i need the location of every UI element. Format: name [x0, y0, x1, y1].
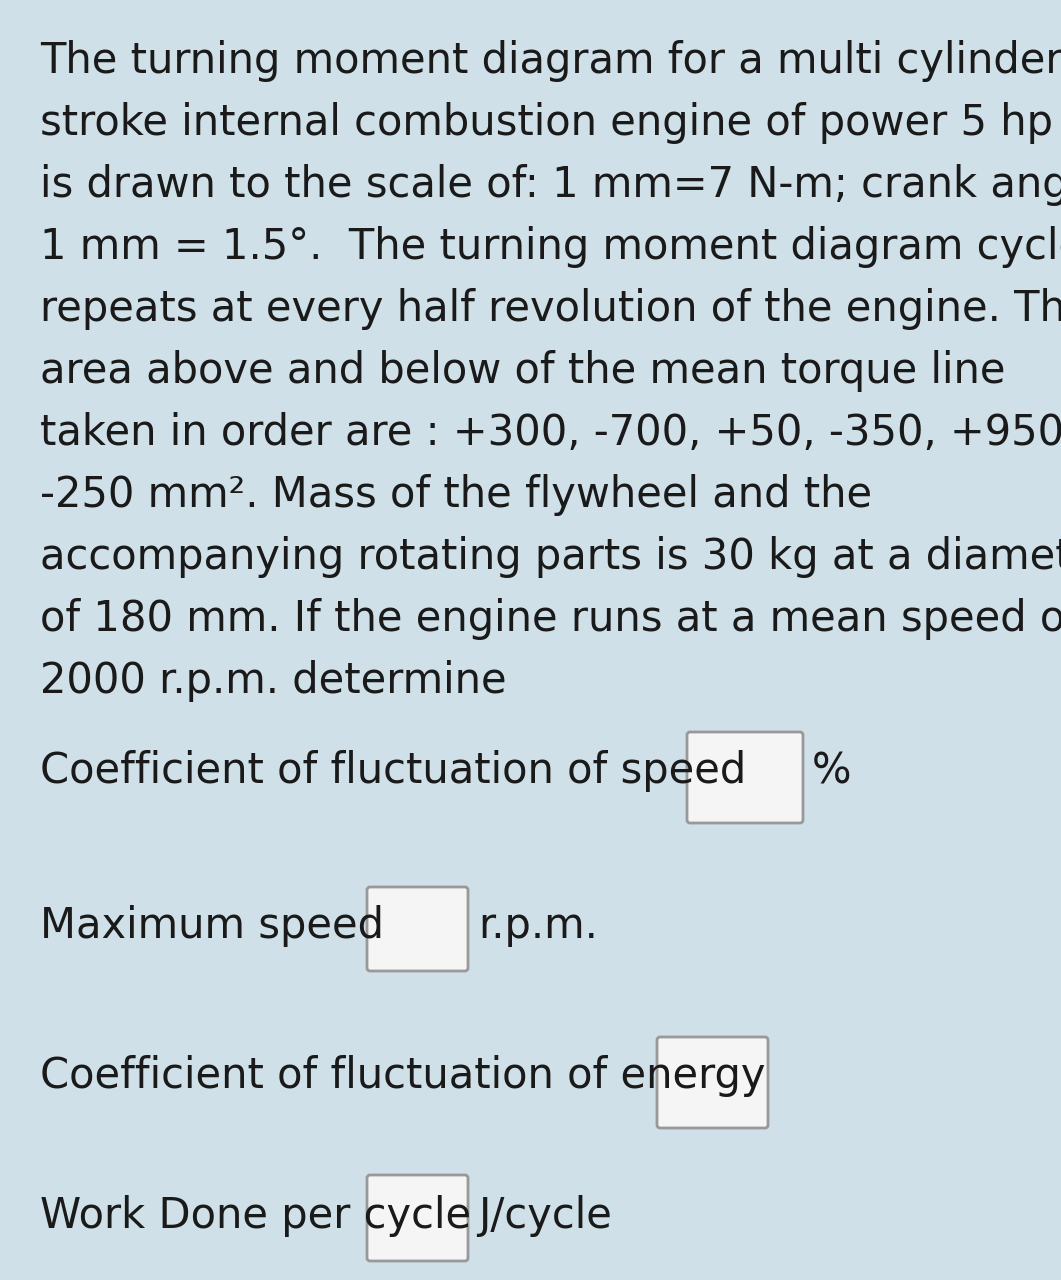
Text: 1 mm = 1.5°.  The turning moment diagram cycle: 1 mm = 1.5°. The turning moment diagram …: [40, 227, 1061, 268]
Text: %: %: [812, 750, 852, 792]
FancyBboxPatch shape: [367, 887, 468, 972]
Text: of 180 mm. If the engine runs at a mean speed of: of 180 mm. If the engine runs at a mean …: [40, 598, 1061, 640]
Text: is drawn to the scale of: 1 mm=7 N-m; crank angle:: is drawn to the scale of: 1 mm=7 N-m; cr…: [40, 164, 1061, 206]
Text: The turning moment diagram for a multi cylinder 4: The turning moment diagram for a multi c…: [40, 40, 1061, 82]
Text: repeats at every half revolution of the engine. The: repeats at every half revolution of the …: [40, 288, 1061, 330]
Text: stroke internal combustion engine of power 5 hp: stroke internal combustion engine of pow…: [40, 102, 1053, 143]
Text: -250 mm². Mass of the flywheel and the: -250 mm². Mass of the flywheel and the: [40, 474, 872, 516]
FancyBboxPatch shape: [367, 1175, 468, 1261]
FancyBboxPatch shape: [688, 732, 803, 823]
Text: J/cycle: J/cycle: [479, 1196, 612, 1236]
Text: 2000 r.p.m. determine: 2000 r.p.m. determine: [40, 660, 506, 701]
Text: r.p.m.: r.p.m.: [479, 905, 598, 947]
Text: Maximum speed: Maximum speed: [40, 905, 384, 947]
Text: Coefficient of fluctuation of speed: Coefficient of fluctuation of speed: [40, 750, 746, 792]
Text: area above and below of the mean torque line: area above and below of the mean torque …: [40, 349, 1006, 392]
Text: Coefficient of fluctuation of energy: Coefficient of fluctuation of energy: [40, 1055, 765, 1097]
Text: taken in order are : +300, -700, +50, -350, +950,: taken in order are : +300, -700, +50, -3…: [40, 412, 1061, 454]
Text: accompanying rotating parts is 30 kg at a diameter: accompanying rotating parts is 30 kg at …: [40, 536, 1061, 579]
Text: Work Done per cycle: Work Done per cycle: [40, 1196, 471, 1236]
FancyBboxPatch shape: [657, 1037, 768, 1128]
